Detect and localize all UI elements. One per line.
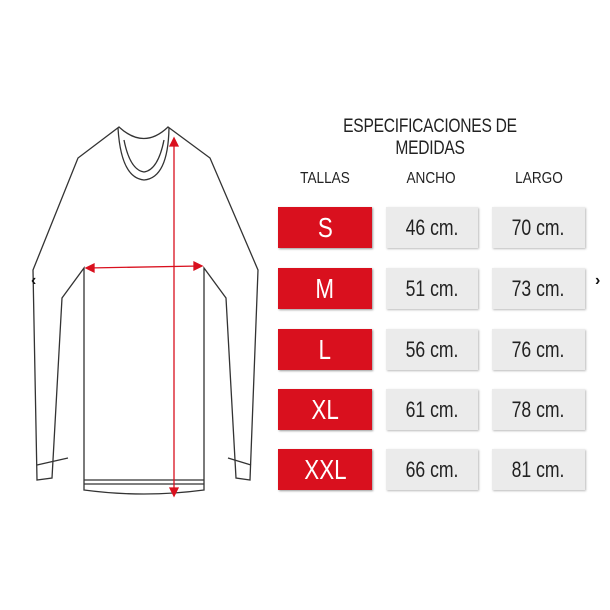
length-value: 78 cm. bbox=[512, 396, 565, 422]
chevron-left-icon[interactable]: ‹ bbox=[31, 272, 37, 289]
length-cell: 76 cm. bbox=[492, 329, 585, 370]
width-cell: 46 cm. bbox=[386, 207, 478, 248]
length-value: 76 cm. bbox=[512, 336, 565, 362]
length-cell: 78 cm. bbox=[492, 389, 585, 430]
width-cell: 61 cm. bbox=[386, 389, 478, 430]
width-cell: 51 cm. bbox=[386, 268, 478, 309]
width-value: 51 cm. bbox=[405, 275, 459, 301]
size-value: L bbox=[318, 333, 332, 365]
width-value: 56 cm. bbox=[405, 336, 459, 362]
shirt-cuffs bbox=[36, 457, 252, 485]
size-cell: L bbox=[278, 329, 372, 370]
size-cell: XL bbox=[278, 389, 372, 430]
length-cell: 81 cm. bbox=[492, 449, 585, 490]
shirt-collar bbox=[117, 127, 170, 181]
header-length: LARGO bbox=[515, 170, 563, 187]
length-value: 73 cm. bbox=[512, 275, 565, 301]
size-value: XL bbox=[311, 393, 339, 425]
length-cell: 70 cm. bbox=[492, 207, 585, 248]
header-sizes: TALLAS bbox=[300, 170, 350, 187]
size-cell: M bbox=[278, 268, 372, 309]
size-value: M bbox=[315, 272, 335, 304]
length-cell: 73 cm. bbox=[492, 268, 585, 309]
chart-title: ESPECIFICACIONES DE MEDIDAS bbox=[343, 116, 517, 159]
width-arrow bbox=[87, 265, 201, 269]
width-value: 46 cm. bbox=[405, 214, 459, 240]
width-value: 61 cm. bbox=[405, 396, 459, 422]
width-cell: 56 cm. bbox=[386, 329, 478, 370]
size-cell: S bbox=[278, 207, 372, 248]
size-value: S bbox=[317, 211, 333, 243]
header-width: ANCHO bbox=[406, 170, 456, 187]
size-value: XXL bbox=[303, 453, 347, 485]
shirt-outline bbox=[32, 126, 259, 495]
length-value: 81 cm. bbox=[512, 456, 565, 482]
chevron-right-icon[interactable]: › bbox=[595, 272, 601, 289]
length-value: 70 cm. bbox=[512, 214, 565, 240]
size-cell: XXL bbox=[278, 449, 372, 490]
width-cell: 66 cm. bbox=[386, 449, 478, 490]
width-value: 66 cm. bbox=[405, 456, 459, 482]
